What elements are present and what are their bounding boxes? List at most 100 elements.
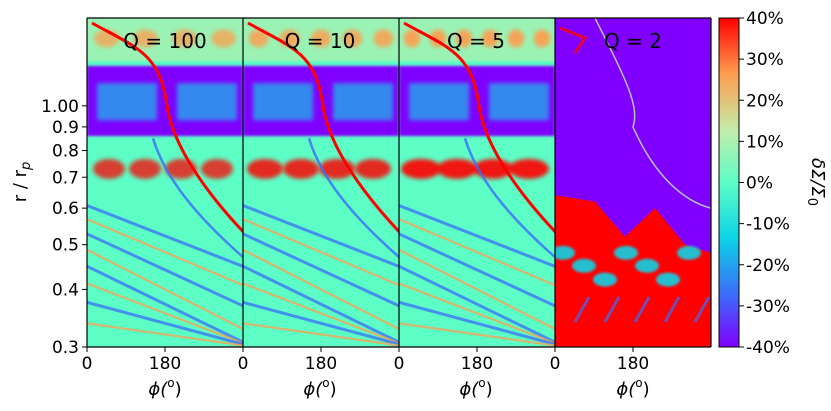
x-tick-label: 180 (305, 354, 337, 374)
transition-fragment (635, 258, 659, 273)
x-tick-label: 0 (82, 354, 93, 374)
inner-disk-streak (87, 248, 243, 331)
inner-disk-streak (399, 282, 555, 345)
spiral-arm-trace (594, 18, 711, 209)
x-tick-label: 0 (550, 354, 561, 374)
inner-spiral-wake (321, 105, 399, 234)
inner-disk-streak (243, 217, 399, 287)
inner-disk-streak (87, 217, 243, 287)
inner-disk-streak (399, 248, 555, 331)
transition-fragment (593, 272, 617, 287)
transition-fragment (656, 272, 680, 287)
y-tick-label: 0.6 (52, 199, 79, 219)
heatmap-panel-4 (555, 18, 711, 347)
colorbar-tick-label: 30% (746, 50, 784, 70)
panel-title-2: Q = 10 (285, 29, 356, 53)
colorbar-tick-label: -20% (746, 256, 790, 276)
outer-ring-clump (248, 29, 269, 48)
inner-disk-streak (399, 232, 555, 308)
outer-ring-clump (311, 29, 331, 48)
inner-disk-streak (87, 232, 243, 308)
inner-disk-streak (243, 322, 399, 347)
y-tick-label: 0.4 (52, 280, 79, 300)
wake-shadow (151, 137, 243, 258)
colorbar-tick-label: 0% (746, 174, 773, 194)
colorbar (718, 17, 740, 348)
y-axis-title: r / rp (10, 162, 34, 203)
fragment-streak (573, 296, 591, 323)
panel-title-3: Q = 5 (447, 29, 505, 53)
inner-disk-streak (243, 264, 399, 344)
wake-shadow (463, 137, 555, 258)
inner-disk-streak (399, 322, 555, 347)
inner-disk-streak (243, 248, 399, 331)
colorbar-tick-label: -10% (746, 215, 790, 235)
fragment-streak (663, 296, 681, 323)
inner-disk-streak (243, 300, 399, 346)
colorbar-tick-label: 40% (746, 9, 784, 29)
transition-fragment (572, 258, 596, 273)
gap-inner-patch (97, 83, 157, 121)
inner-spiral-wake (165, 105, 243, 234)
transition-fragment (677, 245, 701, 260)
outer-ring-clump (481, 29, 499, 48)
y-tick-label: 0.9 (52, 118, 79, 138)
transition-fragment (614, 245, 638, 260)
colorbar-ticks: 40% 30% 20% 10% 0% -10% -20% -30% -40% (739, 9, 790, 358)
inner-disk-streak (87, 282, 243, 345)
inner-ring-clump (93, 158, 125, 179)
panel-title-4: Q = 2 (604, 29, 662, 53)
inner-disk-streak (87, 300, 243, 346)
heatmap-panel-1 (87, 18, 243, 347)
inner-disk-streak (87, 203, 243, 268)
colorbar-tick-label: -40% (746, 338, 790, 358)
x-tick-label: 180 (149, 354, 181, 374)
outer-spiral-wake (403, 21, 481, 106)
outer-ring-clump (172, 29, 197, 48)
x-tick-label: 180 (617, 354, 649, 374)
x-tick-label: 180 (461, 354, 493, 374)
outer-ring-clump (455, 29, 473, 48)
outer-ring-clump (342, 29, 363, 48)
y-tick-label: 1.00 (41, 97, 79, 117)
x-tick-label: 0 (238, 354, 249, 374)
gap-inner-patch (177, 83, 237, 121)
inner-ring-clump (509, 158, 549, 179)
gap-inner-patch (333, 83, 393, 121)
gap-inner-patch (409, 83, 469, 121)
colorbar-title: δΣ/Σ0 (804, 158, 828, 206)
inner-disk-streak (243, 282, 399, 345)
inner-disk-streak (399, 300, 555, 346)
gap-inner-patch (253, 83, 313, 121)
y-axis-ticks: 0.3 0.4 0.5 0.6 0.7 0.8 0.91.00 (41, 97, 87, 358)
outer-ring-clump (507, 29, 525, 48)
outer-fragment (559, 26, 588, 54)
fragment-streak (603, 296, 621, 323)
x-axis-title-2: ϕ(o) (303, 376, 336, 400)
gap-inner-patch (489, 83, 549, 121)
y-tick-label: 0.7 (52, 168, 79, 188)
colorbar-tick-label: 10% (746, 132, 784, 152)
outer-spiral-wake (247, 21, 325, 106)
fragment-streak (633, 296, 651, 323)
inner-ring-clump (201, 158, 233, 179)
inner-disk-streak (243, 203, 399, 268)
y-tick-label: 0.3 (52, 338, 79, 358)
inner-ring-clump (247, 158, 283, 179)
panel-title-1: Q = 100 (123, 29, 206, 53)
outer-ring-clump (403, 29, 421, 48)
outer-ring-clump (133, 29, 158, 48)
y-tick-label: 0.8 (52, 142, 79, 162)
fragment-streak (693, 296, 711, 323)
inner-disk-streak (243, 232, 399, 308)
outer-ring-clump (373, 29, 394, 48)
inner-ring-clump (437, 158, 477, 179)
outer-spiral-wake (91, 21, 169, 106)
outer-disk-field (399, 18, 555, 62)
inner-disk-streak (399, 217, 555, 287)
inner-ring-clump (401, 158, 441, 179)
heatmap-panel-2 (243, 18, 399, 347)
heatmap-panel-3 (399, 18, 555, 347)
heatmap-panels (86, 17, 712, 348)
y-tick-label: 0.5 (52, 236, 79, 256)
